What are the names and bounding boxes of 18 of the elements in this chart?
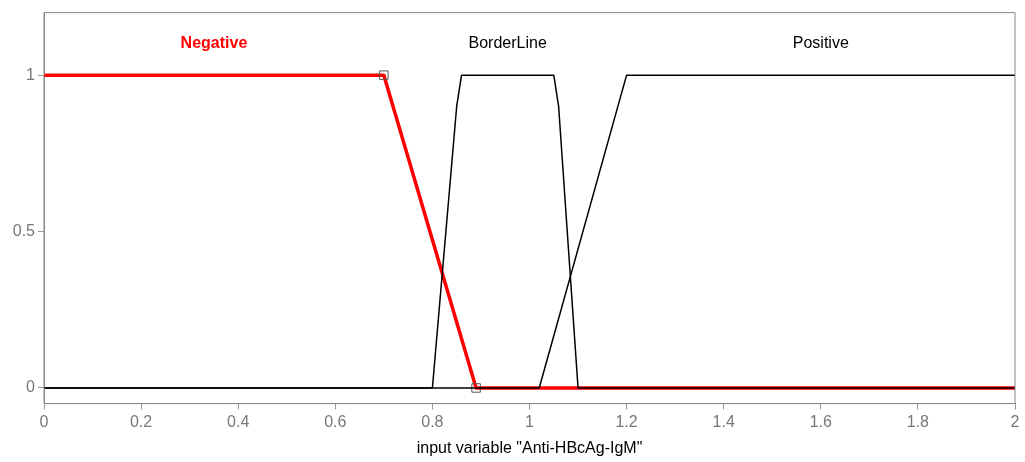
x-tick-label: 1 [525,412,535,430]
x-tick-label: 0.4 [227,412,250,430]
x-tick-label: 0.2 [129,412,153,430]
x-tick-label: 0.8 [421,412,444,430]
x-tick-label: 1.4 [712,412,735,430]
series-label: Negative [180,34,248,52]
x-tick-label: 1.2 [615,412,638,430]
series-label: BorderLine [468,34,547,52]
y-tick-label: 0 [26,378,36,396]
x-tick-label: 1.8 [906,412,930,430]
y-tick-label: 1 [26,65,36,83]
x-axis-title: input variable "Anti-HBcAg-IgM" [416,438,643,456]
x-tick-label: 0.6 [324,412,347,430]
x-tick-label: 1.6 [809,412,833,430]
x-tick-label: 2 [1010,412,1020,430]
series-label: Positive [792,34,849,52]
y-tick-label: 0.5 [12,221,36,239]
x-tick-label: 0 [39,412,49,430]
